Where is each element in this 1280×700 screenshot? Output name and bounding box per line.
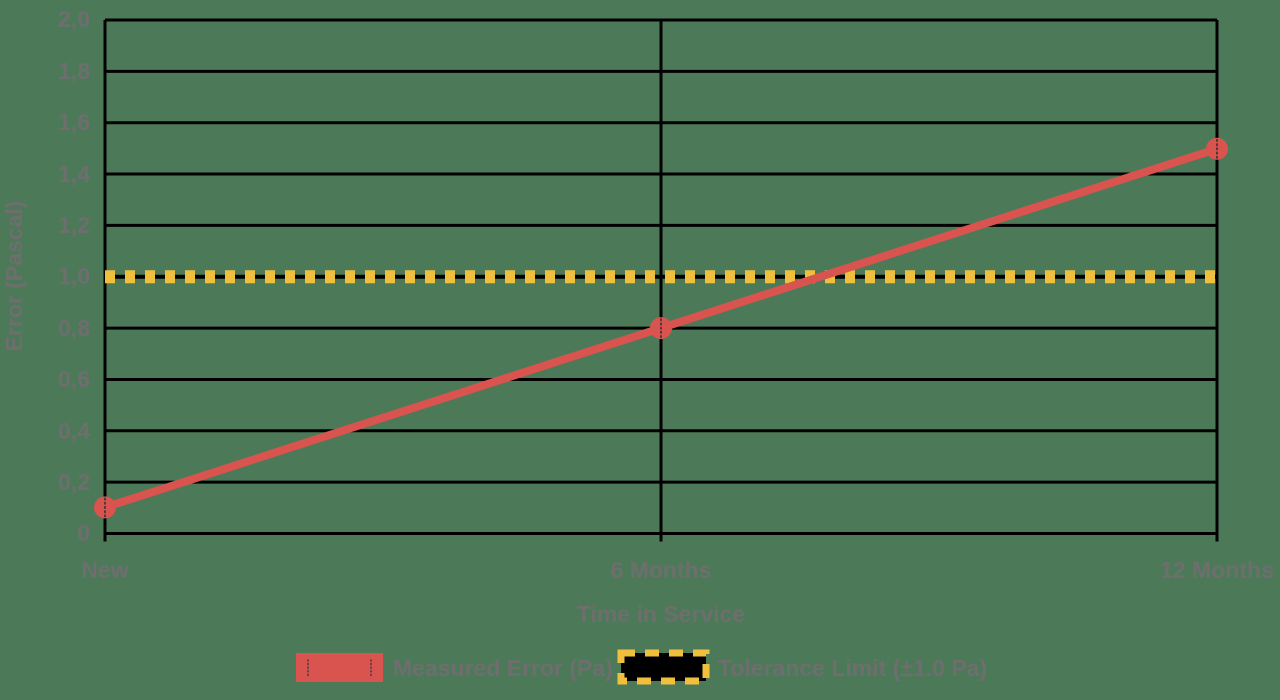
svg-text:0,8: 0,8 [58,315,90,341]
svg-text:0: 0 [77,520,90,546]
svg-text:Measured Error (Pa): Measured Error (Pa) [393,655,613,681]
svg-text:1,4: 1,4 [58,161,90,187]
svg-text:New: New [81,557,128,583]
svg-text:Error (Pascal): Error (Pascal) [1,201,27,352]
svg-text:0,6: 0,6 [58,366,90,392]
svg-text:2,0: 2,0 [58,6,90,32]
svg-text:0,2: 0,2 [58,469,90,495]
svg-text:1,2: 1,2 [58,212,90,238]
svg-text:Time in Service: Time in Service [577,601,745,627]
svg-text:1,0: 1,0 [58,263,90,289]
svg-text:Tolerance Limit (±1.0 Pa): Tolerance Limit (±1.0 Pa) [718,655,987,681]
svg-text:12 Months: 12 Months [1160,557,1274,583]
svg-text:1,6: 1,6 [58,109,90,135]
svg-text:6 Months: 6 Months [611,557,712,583]
svg-text:0,4: 0,4 [58,418,90,444]
svg-text:1,8: 1,8 [58,58,90,84]
